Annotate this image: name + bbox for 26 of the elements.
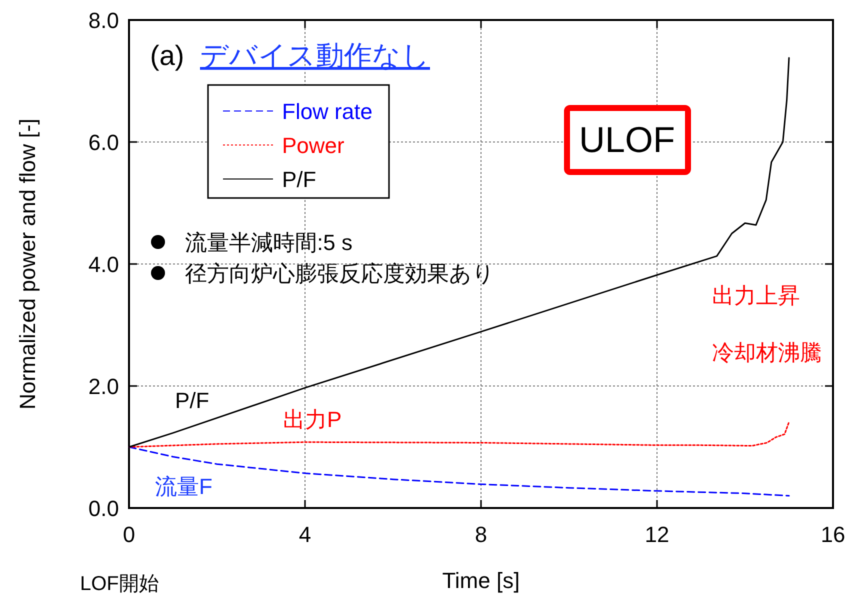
y-tick-label: 4.0 bbox=[88, 252, 119, 277]
annotation: 流量F bbox=[155, 474, 212, 499]
annotation: 冷却材沸騰 bbox=[712, 340, 822, 365]
text: (a) デバイス動作なし bbox=[150, 40, 430, 71]
annotation: 流量半減時間:5 s bbox=[185, 230, 352, 255]
annotation: 出力P bbox=[283, 407, 342, 432]
y-tick-label: 8.0 bbox=[88, 8, 119, 33]
x-tick-label: 0 bbox=[122, 522, 136, 547]
y-tick-label: 6.0 bbox=[88, 130, 119, 155]
legend-label: Flow rate bbox=[282, 99, 372, 124]
annotation: 出力上昇 bbox=[712, 283, 800, 308]
x-tick-label: 12 bbox=[644, 522, 670, 547]
x-axis-title: Time [s] bbox=[442, 568, 520, 593]
y-tick-label: 0.0 bbox=[88, 496, 119, 521]
x-tick-label: 16 bbox=[820, 522, 846, 547]
line-series bbox=[128, 446, 790, 497]
legend-label: P/F bbox=[282, 167, 316, 192]
annotation: P/F bbox=[175, 388, 210, 413]
x-tick-label: 4 bbox=[298, 522, 312, 547]
annotation: 径方向炉心膨張反応度効果あり bbox=[185, 261, 495, 286]
y-axis-title: Normalized power and flow [-] bbox=[15, 118, 40, 410]
x-tick-label: 8 bbox=[474, 522, 488, 547]
y-tick-label: 2.0 bbox=[88, 374, 119, 399]
text: LOF開始 bbox=[80, 573, 159, 595]
annotation: ULOF bbox=[578, 119, 676, 160]
legend-label: Power bbox=[282, 133, 344, 158]
